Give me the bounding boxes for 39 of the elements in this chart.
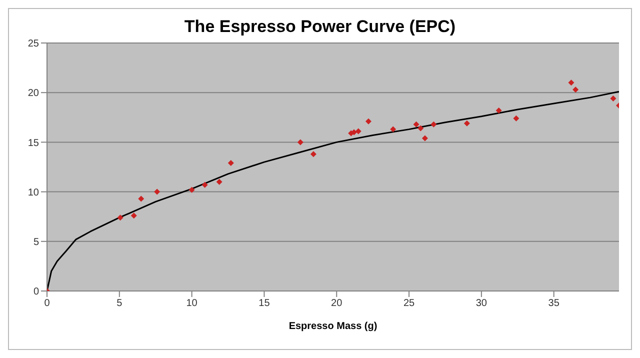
x-tick-label: 20	[331, 298, 343, 310]
y-tick-label: 20	[28, 88, 40, 100]
x-tick-label: 35	[548, 298, 560, 310]
point	[202, 182, 208, 188]
point	[422, 135, 428, 142]
point	[390, 126, 396, 132]
point	[297, 139, 304, 146]
x-tick-label: 30	[476, 298, 488, 310]
y-tick-label: 15	[28, 138, 40, 149]
x-tick-label: 15	[258, 298, 270, 310]
point	[568, 80, 574, 86]
y-tick-label: 25	[28, 38, 40, 50]
point	[117, 214, 124, 221]
point	[154, 188, 160, 195]
y-tick-label: 10	[28, 187, 40, 198]
x-tick-label: 5	[116, 298, 123, 310]
point	[130, 212, 137, 219]
point	[430, 121, 437, 128]
x-tick-label: 25	[403, 298, 416, 310]
point	[572, 86, 579, 93]
point	[228, 160, 234, 166]
x-tick-label: 10	[186, 298, 198, 310]
point	[216, 178, 222, 185]
point	[513, 115, 520, 122]
point	[464, 120, 470, 126]
x-tick-label: 0	[44, 298, 50, 310]
point	[413, 121, 420, 128]
x-axis-title: Espresso Mass (g)	[288, 321, 378, 332]
point	[188, 186, 195, 193]
point	[418, 125, 424, 132]
point	[496, 107, 502, 114]
y-tick-label: 5	[33, 236, 40, 248]
point	[365, 118, 372, 124]
y-tick-label: 0	[33, 286, 40, 298]
point	[355, 128, 362, 134]
point	[310, 151, 316, 158]
chart-title: The Espresso Power Curve (EPC)	[183, 17, 457, 37]
point	[138, 196, 144, 202]
point	[610, 96, 616, 102]
